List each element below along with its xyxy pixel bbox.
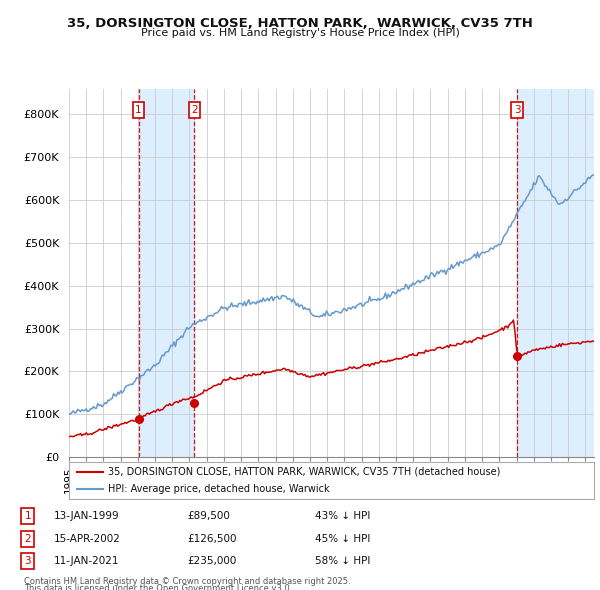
- Text: 58% ↓ HPI: 58% ↓ HPI: [314, 556, 370, 566]
- Text: This data is licensed under the Open Government Licence v3.0.: This data is licensed under the Open Gov…: [24, 584, 292, 590]
- Text: 2: 2: [191, 105, 198, 115]
- Text: 3: 3: [25, 556, 31, 566]
- Text: 13-JAN-1999: 13-JAN-1999: [54, 512, 120, 521]
- Text: 15-APR-2002: 15-APR-2002: [54, 533, 121, 543]
- Bar: [517, 88, 594, 457]
- Text: 35, DORSINGTON CLOSE, HATTON PARK, WARWICK, CV35 7TH (detached house): 35, DORSINGTON CLOSE, HATTON PARK, WARWI…: [109, 467, 501, 477]
- Text: 1: 1: [135, 105, 142, 115]
- Text: HPI: Average price, detached house, Warwick: HPI: Average price, detached house, Warw…: [109, 484, 330, 494]
- Text: £89,500: £89,500: [188, 512, 230, 521]
- Bar: [139, 88, 194, 457]
- Text: £235,000: £235,000: [188, 556, 237, 566]
- Text: Contains HM Land Registry data © Crown copyright and database right 2025.: Contains HM Land Registry data © Crown c…: [24, 577, 350, 586]
- Text: 3: 3: [514, 105, 520, 115]
- Text: £126,500: £126,500: [188, 533, 238, 543]
- Text: 35, DORSINGTON CLOSE, HATTON PARK,  WARWICK, CV35 7TH: 35, DORSINGTON CLOSE, HATTON PARK, WARWI…: [67, 17, 533, 30]
- Text: Price paid vs. HM Land Registry's House Price Index (HPI): Price paid vs. HM Land Registry's House …: [140, 28, 460, 38]
- Text: 2: 2: [25, 533, 31, 543]
- Text: 45% ↓ HPI: 45% ↓ HPI: [314, 533, 370, 543]
- Text: 11-JAN-2021: 11-JAN-2021: [54, 556, 119, 566]
- Text: 43% ↓ HPI: 43% ↓ HPI: [314, 512, 370, 521]
- Text: 1: 1: [25, 512, 31, 521]
